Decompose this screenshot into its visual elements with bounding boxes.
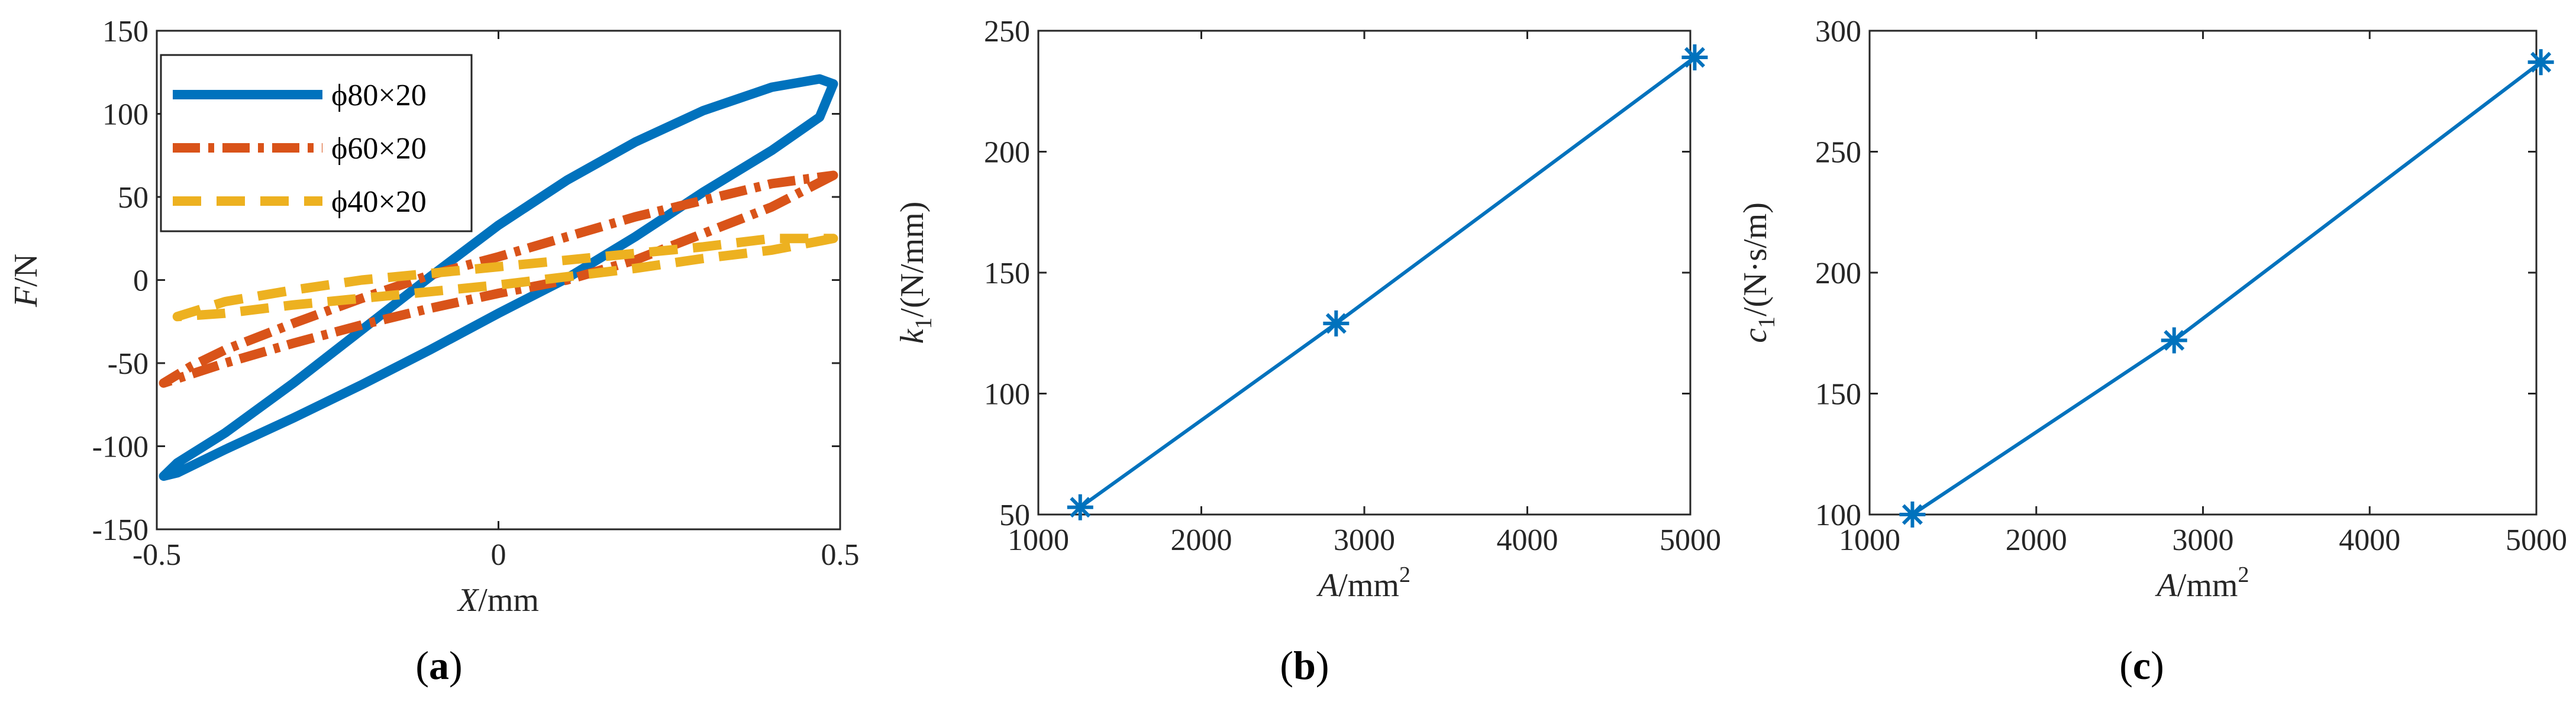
x-axis-label-var: A	[1316, 567, 1339, 604]
x-tick-label: 2000	[2006, 523, 2067, 557]
x-axis-label-sup: 2	[2238, 562, 2249, 587]
y-axis-label-unit: /N	[8, 254, 44, 287]
x-axis-label: A/mm2	[2155, 562, 2249, 604]
panel-label: (b)	[1280, 643, 1329, 688]
panel-label-letter: a	[429, 643, 449, 688]
marker-stroke	[2530, 51, 2552, 73]
x-axis-label-var: A	[2155, 567, 2178, 604]
y-tick-label: 50	[999, 499, 1030, 532]
legend-label: ϕ60×20	[331, 132, 427, 166]
y-axis-label: F/N	[8, 254, 44, 308]
marker-stroke	[1902, 504, 1923, 525]
y-tick-label: -150	[92, 513, 149, 547]
y-tick-label: 250	[1815, 136, 1861, 170]
y-tick-label: 300	[1815, 15, 1861, 48]
y-tick-label: 150	[1815, 378, 1861, 412]
axes-box	[1037, 30, 1691, 516]
y-axis-label-unit: /(N/mm)	[894, 202, 931, 318]
x-axis-label: X/mm	[457, 582, 539, 619]
marker-stroke	[2164, 329, 2185, 351]
chart-panel-b: 1000 2000 3000 4000 5000 50 100 150 200 250 A/mm2 k…	[894, 15, 1721, 688]
series-line-loop-2	[172, 234, 838, 322]
y-tick-label: 100	[102, 98, 149, 132]
y-axis-label: k1/(N/mm)	[894, 202, 937, 344]
y-tick-label: 0	[133, 264, 149, 298]
panel-label-close: )	[2151, 643, 2164, 688]
legend: ϕ80×20 ϕ60×20 ϕ40×20	[160, 54, 473, 232]
data-point	[1899, 502, 1926, 528]
x-tick-label: 4000	[1497, 523, 1558, 557]
marker-stroke	[1684, 47, 1705, 68]
y-tick-label: 100	[984, 378, 1030, 412]
x-axis-label-sup: 2	[1399, 562, 1410, 587]
x-tick-label: 0	[491, 538, 506, 572]
panel-label-letter: b	[1293, 643, 1316, 688]
panel-label: (c)	[2119, 643, 2164, 688]
y-tick-label: -100	[92, 431, 149, 464]
x-axis-label-unit: /mm	[2177, 567, 2238, 604]
y-tick-label: 150	[102, 15, 149, 48]
x-tick-label: 1000	[1008, 523, 1069, 557]
panel-label: (a)	[415, 643, 462, 688]
y-axis-label-var: c	[1737, 328, 1774, 343]
panel-label-close: )	[1316, 643, 1329, 688]
x-tick-label: 1000	[1839, 523, 1900, 557]
series-line-loop-0	[159, 74, 838, 481]
x-tick-label: 5000	[2506, 523, 2567, 557]
y-axis-label-unit: /(N·s/m)	[1737, 202, 1774, 316]
y-tick-label: 100	[1815, 499, 1861, 532]
y-tick-label: 250	[984, 15, 1030, 48]
data-point	[2161, 327, 2187, 354]
x-tick-label: 0.5	[821, 538, 860, 572]
x-tick-label: 2000	[1171, 523, 1232, 557]
marker-stroke	[1325, 313, 1347, 334]
data-point	[1067, 494, 1093, 520]
legend-label: ϕ80×20	[331, 79, 427, 112]
x-axis-label-var: X	[457, 582, 480, 619]
x-tick-label: 3000	[2173, 523, 2234, 557]
y-tick-label: 50	[118, 181, 149, 215]
plot-area	[1911, 63, 2536, 515]
series-line-0	[1079, 58, 1690, 509]
x-axis-label-unit: /mm	[478, 582, 539, 619]
y-axis-label: c1/(N·s/m)	[1737, 202, 1780, 343]
legend-label: ϕ40×20	[331, 185, 427, 219]
y-tick-label: 200	[1815, 257, 1861, 290]
chart-panel-c: 1000 2000 3000 4000 5000 100 150 200 250 300 A/mm2…	[1737, 15, 2567, 688]
x-tick-label: 3000	[1334, 523, 1395, 557]
series-line-0	[1911, 63, 2536, 515]
y-axis-label-var: k	[894, 328, 931, 344]
marker-stroke	[1070, 497, 1091, 518]
x-axis-label-unit: /mm	[1338, 567, 1399, 604]
panel-label-letter: c	[2133, 643, 2151, 688]
data-point	[1323, 310, 1350, 337]
y-tick-label: -50	[108, 347, 149, 381]
panel-label-open: (	[415, 643, 429, 688]
x-tick-label: 4000	[2339, 523, 2400, 557]
y-axis-label-var: F	[8, 286, 44, 308]
y-axis-label-sub: 1	[1753, 316, 1780, 328]
y-tick-label: 200	[984, 136, 1030, 170]
y-axis-label-sub: 1	[910, 318, 937, 329]
x-tick-label: -0.5	[133, 538, 181, 572]
panel-label-open: (	[2119, 643, 2133, 688]
data-point	[2527, 49, 2554, 76]
plot-area	[1079, 58, 1690, 509]
chart-panel-a: -0.5 0 0.5 -150 -100 -50 0 50 100 150 X/mm F/N (a) ϕ8…	[8, 15, 860, 688]
plot-area	[159, 74, 838, 481]
panel-label-close: )	[449, 643, 463, 688]
x-tick-label: 5000	[1660, 523, 1721, 557]
y-tick-label: 150	[984, 257, 1030, 290]
data-point	[1681, 44, 1708, 70]
panel-label-open: (	[1280, 643, 1293, 688]
axes-box	[1868, 30, 2538, 516]
x-axis-label: A/mm2	[1316, 562, 1410, 604]
